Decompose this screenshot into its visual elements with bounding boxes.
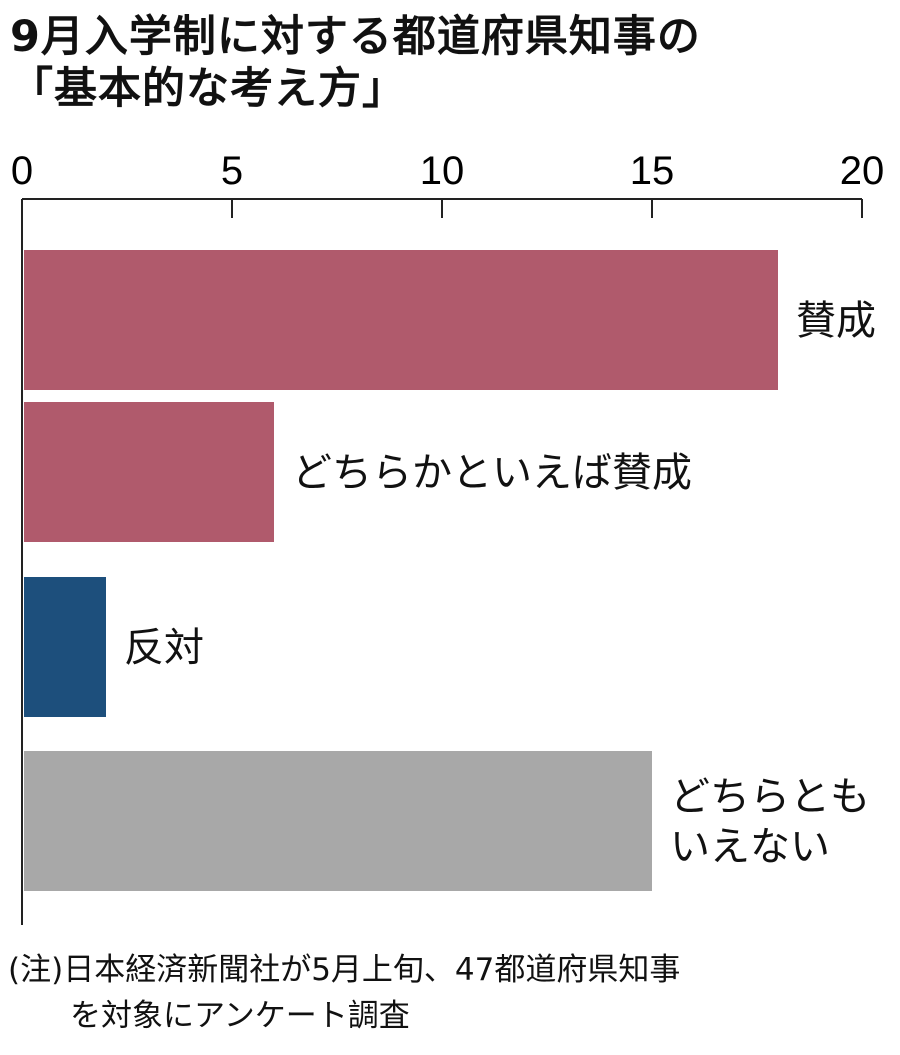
category-label: いえない <box>670 824 830 870</box>
category-label: 反対 <box>124 625 204 671</box>
category-label: どちらかといえば賛成 <box>292 450 692 496</box>
chart-title-line2: 「基本的な考え方」 <box>10 64 406 114</box>
x-tick-label: 10 <box>420 149 465 193</box>
bar-2 <box>24 402 274 542</box>
category-label: 賛成 <box>796 298 876 344</box>
bar-3 <box>24 577 106 717</box>
category-label: どちらとも <box>670 774 870 820</box>
x-tick-label: 5 <box>221 149 243 193</box>
x-tick-label: 0 <box>11 149 33 193</box>
x-tick-label: 20 <box>840 149 885 193</box>
x-tick-label: 15 <box>630 149 675 193</box>
bar-4 <box>24 751 652 891</box>
note-line2: を対象にアンケート調査 <box>70 998 410 1034</box>
note-line1: (注)日本経済新聞社が5月上旬、47都道府県知事 <box>8 952 681 988</box>
chart-title-line1: 9月入学制に対する都道府県知事の <box>10 12 701 62</box>
bar-1 <box>24 250 778 390</box>
